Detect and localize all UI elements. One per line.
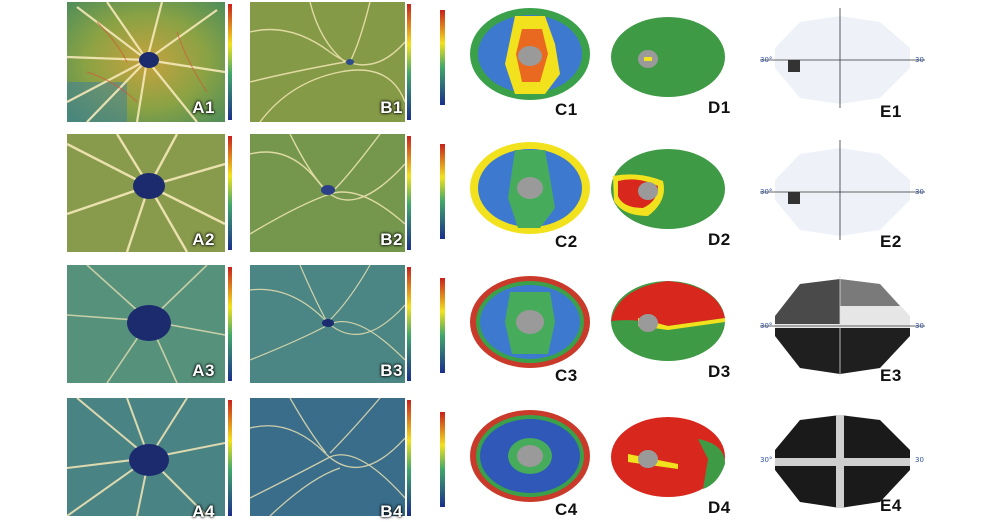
panel-c3: C3 [460,272,600,390]
panel-label: B1 [380,98,403,117]
panel-d3: D3 [608,278,748,388]
panel-b1: B1 [249,1,406,123]
panel-label: D4 [708,498,731,517]
color-scale [440,412,460,507]
svg-text:30°: 30° [760,188,772,196]
panel-c2: C2 [460,138,600,256]
thickness-map [470,142,590,234]
panel-e3: 30° 30 E3 [760,276,925,392]
panel-b4: B4 [249,397,406,521]
svg-text:30°: 30° [760,56,772,64]
panel-d4: D4 [608,414,748,517]
color-scale [228,400,236,516]
panel-d1: D1 [608,14,748,124]
deviation-map [611,17,725,97]
color-scale [407,267,415,381]
oct-angiography-disc-image [66,397,226,517]
visual-field-plot: 30° 30 [760,8,925,108]
panel-label: A4 [192,502,215,521]
color-scale [407,136,415,250]
panel-label: B3 [380,361,403,380]
deviation-map [611,149,725,229]
svg-text:30: 30 [915,456,924,464]
oct-angiography-macula-image [249,1,406,123]
panel-d2: D2 [608,146,748,256]
color-scale [228,4,242,120]
panel-c4: C4 [460,406,600,519]
panel-label: A1 [192,98,215,117]
thickness-map [470,8,590,100]
color-scale [407,400,415,516]
panel-label: D3 [708,362,731,381]
deviation-map [611,281,725,361]
panel-label: E4 [880,496,902,515]
svg-text:30: 30 [915,188,924,196]
panel-a3: A3 [66,264,226,384]
visual-field-plot: 30° 30 [760,415,924,508]
panel-a1: A1 [66,1,226,123]
svg-text:30°: 30° [760,322,772,330]
panel-c1: C1 [460,4,600,122]
color-scale [440,144,460,239]
panel-label: D2 [708,230,731,249]
panel-label: A2 [192,230,215,249]
svg-text:30: 30 [915,322,924,330]
oct-angiography-disc-image [66,133,226,253]
oct-angiography-macula-image [249,133,406,252]
panel-label: A3 [192,361,215,380]
oct-angiography-disc-image [66,264,226,384]
panel-a4: A4 [66,397,226,521]
oct-angiography-disc-image [66,1,226,123]
panel-e2: 30° 30 E2 [760,140,925,256]
color-scale [407,4,415,120]
panel-label: B2 [380,230,403,249]
thickness-map [470,410,590,502]
svg-text:30: 30 [915,56,924,64]
color-scale [440,278,460,373]
panel-a2: A2 [66,133,226,253]
panel-e4: 30° 30 E4 [760,410,925,516]
color-scale [228,267,236,381]
panel-label: C3 [555,366,578,385]
panel-label: C1 [555,100,578,119]
panel-label: E2 [880,232,902,251]
deviation-map [611,417,725,497]
oct-angiography-macula-image [249,397,406,517]
visual-field-plot: 30° 30 [760,140,925,240]
visual-field-plot: 30° 30 [760,276,925,376]
thickness-map [470,276,590,368]
svg-text:30°: 30° [760,456,772,464]
panel-b2: B2 [249,133,406,252]
panel-label: B4 [380,502,403,521]
panel-label: E3 [880,366,902,385]
color-scale [440,10,460,105]
panel-label: C2 [555,232,578,251]
panel-e1: 30° 30 E1 [760,8,925,124]
panel-label: C4 [555,500,578,519]
panel-b3: B3 [249,264,406,383]
oct-angiography-macula-image [249,264,406,383]
panel-label: E1 [880,102,902,121]
color-scale [228,136,236,250]
panel-label: D1 [708,98,731,117]
